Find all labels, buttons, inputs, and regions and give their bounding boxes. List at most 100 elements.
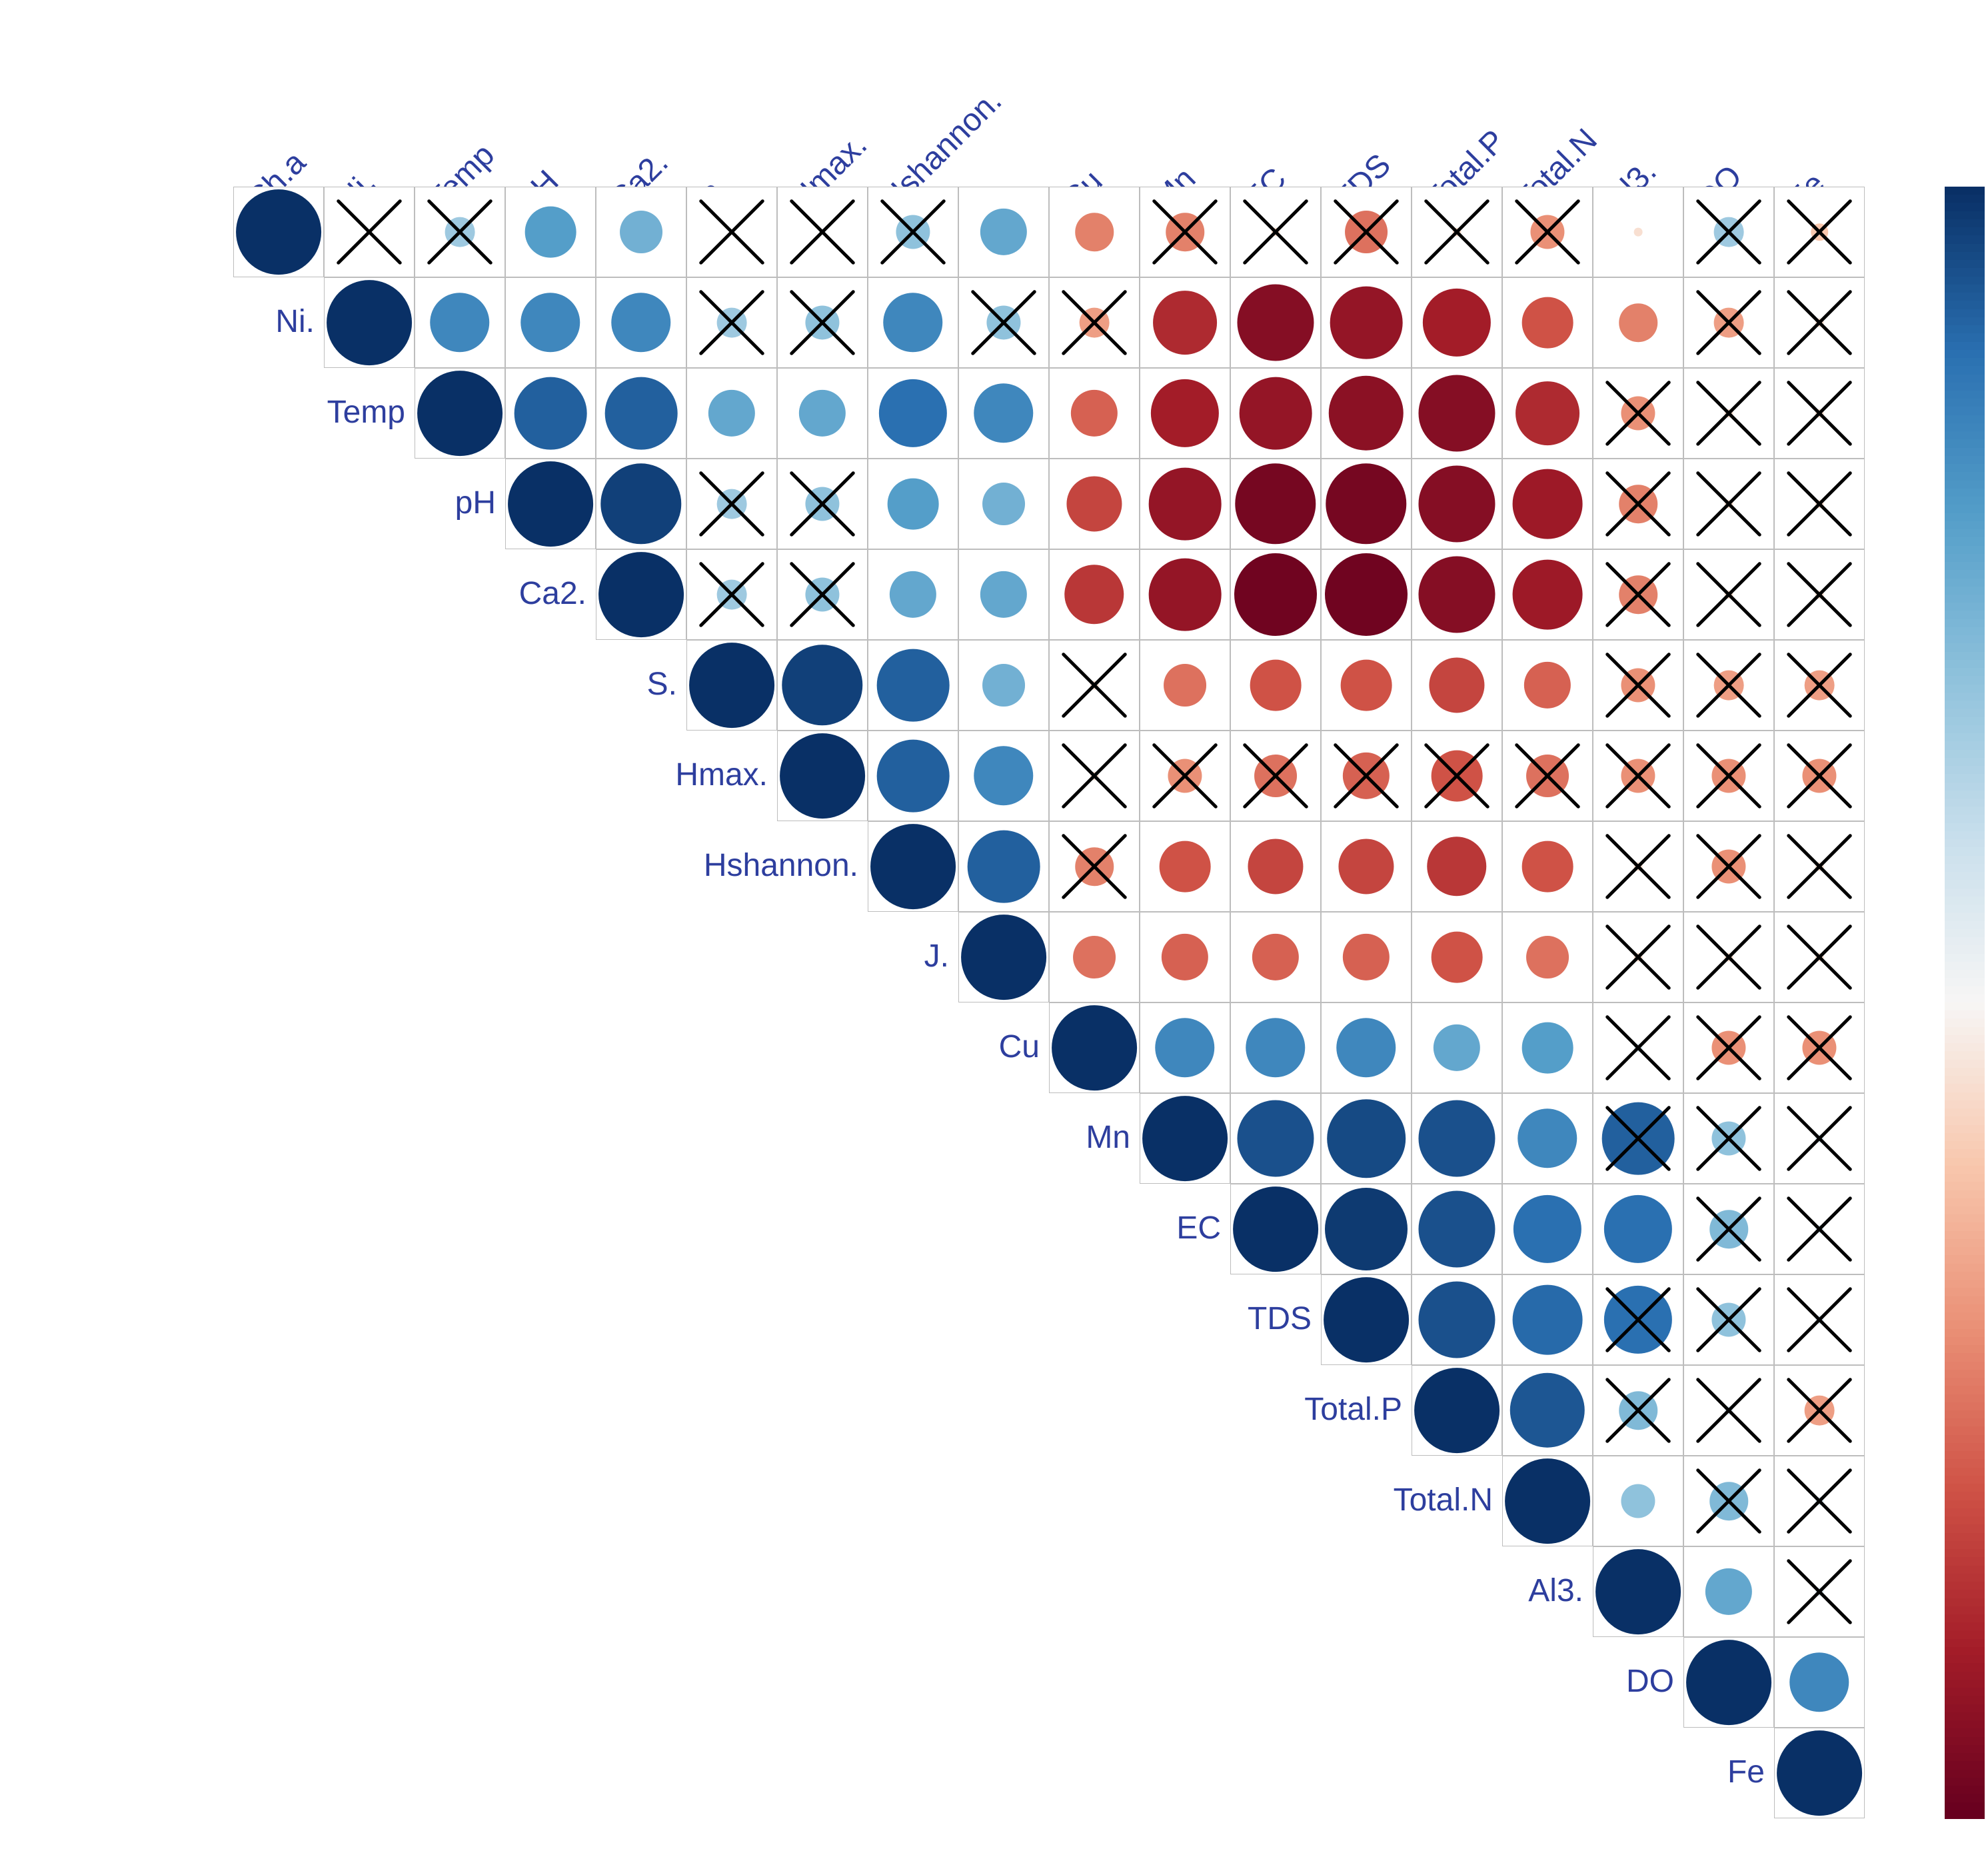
correlation-circle (888, 479, 939, 530)
legend-gradient-slice (1945, 1198, 1985, 1207)
correlation-circle (1164, 664, 1206, 707)
legend-gradient-slice (1945, 1182, 1985, 1190)
row-label: Al3. (27, 1572, 1583, 1609)
correlation-circle (1621, 668, 1655, 702)
legend-gradient-slice (1945, 1655, 1985, 1664)
legend-gradient-slice (1945, 1304, 1985, 1313)
legend-gradient-slice (1945, 856, 1985, 865)
legend-gradient-slice (1945, 668, 1985, 677)
correlation-circle (1725, 500, 1733, 509)
legend-gradient-slice (1945, 986, 1985, 995)
legend-gradient-slice (1945, 693, 1985, 701)
legend-gradient-slice (1945, 1002, 1985, 1011)
legend-gradient-slice (1945, 791, 1985, 799)
correlation-plot: Ch.aNi.TemppHCa2.S.Hmax.Hshannon.J.CuMnE… (27, 27, 1988, 1845)
legend-gradient-slice (1945, 1264, 1985, 1272)
legend-gradient-slice (1945, 252, 1985, 261)
correlation-circle (1418, 375, 1495, 451)
legend-gradient-slice (1945, 978, 1985, 986)
legend-gradient-slice (1945, 1060, 1985, 1068)
correlation-circle (1711, 1302, 1745, 1336)
correlation-circle (1526, 936, 1569, 978)
legend-gradient-slice (1945, 1100, 1985, 1109)
correlation-circle (1338, 839, 1394, 894)
legend-gradient-slice (1945, 1084, 1985, 1092)
legend-gradient-slice (1945, 1410, 1985, 1419)
correlation-circle (1166, 213, 1204, 251)
correlation-circle (1505, 1458, 1590, 1544)
correlation-circle (890, 571, 936, 618)
correlation-circle (1621, 759, 1655, 793)
legend-gradient-slice (1945, 970, 1985, 978)
legend-gradient-slice (1945, 1549, 1985, 1558)
legend-gradient-slice (1945, 1508, 1985, 1517)
legend-gradient-slice (1945, 1043, 1985, 1052)
correlation-circle (968, 831, 1040, 903)
correlation-circle (1248, 839, 1303, 894)
legend-gradient-slice (1945, 1516, 1985, 1525)
legend-gradient-slice (1945, 1459, 1985, 1468)
correlation-circle (1418, 1100, 1495, 1176)
legend-gradient-slice (1945, 660, 1985, 669)
legend-gradient-slice (1945, 1639, 1985, 1648)
legend-gradient-slice (1945, 391, 1985, 399)
correlation-circle (1080, 308, 1110, 338)
correlation-circle (1513, 1195, 1581, 1263)
legend-gradient-slice (1945, 929, 1985, 938)
correlation-circle (1515, 381, 1579, 445)
correlation-circle (1418, 556, 1495, 633)
correlation-circle (1522, 841, 1573, 893)
legend-gradient-slice (1945, 1484, 1985, 1492)
legend-gradient-slice (1945, 1622, 1985, 1631)
legend-gradient-slice (1945, 619, 1985, 628)
legend-gradient-slice (1945, 1206, 1985, 1215)
legend-gradient-slice (1945, 1076, 1985, 1084)
correlation-circle (1237, 284, 1314, 361)
correlation-circle (1634, 953, 1643, 962)
correlation-circle (598, 552, 684, 637)
correlation-circle (717, 580, 747, 610)
legend-gradient-slice (1945, 1606, 1985, 1615)
correlation-circle (1250, 660, 1302, 711)
legend-gradient-slice (1945, 333, 1985, 342)
legend-gradient-slice (1945, 717, 1985, 726)
row-label: Mn (27, 1119, 1130, 1156)
correlation-circle (1711, 1121, 1745, 1155)
correlation-circle (1254, 755, 1297, 797)
legend-gradient-slice (1945, 489, 1985, 497)
correlation-circle (1815, 1588, 1824, 1596)
legend-gradient-slice (1945, 937, 1985, 946)
legend-gradient-slice (1945, 285, 1985, 293)
correlation-circle (1815, 409, 1824, 418)
legend-gradient-slice (1945, 366, 1985, 375)
legend-gradient-slice (1945, 766, 1985, 775)
correlation-circle (1802, 1030, 1836, 1064)
legend-gradient-slice (1945, 1598, 1985, 1607)
correlation-circle (877, 740, 950, 813)
legend-gradient-slice (1945, 1786, 1985, 1794)
correlation-circle (1272, 228, 1280, 237)
correlation-circle (1595, 1549, 1681, 1634)
legend-gradient-slice (1945, 1468, 1985, 1476)
legend-gradient-slice (1945, 537, 1985, 546)
legend-gradient-slice (1945, 1362, 1985, 1370)
legend-gradient-slice (1945, 423, 1985, 432)
correlation-circle (445, 217, 475, 247)
correlation-circle (1160, 841, 1211, 893)
legend-gradient-slice (1945, 1492, 1985, 1500)
correlation-circle (620, 211, 662, 253)
correlation-circle (896, 215, 930, 249)
correlation-circle (1526, 755, 1569, 797)
correlation-circle (1513, 469, 1583, 539)
legend-gradient-slice (1945, 439, 1985, 448)
legend-gradient-slice (1945, 1280, 1985, 1288)
correlation-circle (1725, 953, 1733, 962)
legend-gradient-slice (1945, 603, 1985, 611)
legend-gradient-slice (1945, 627, 1985, 636)
legend-gradient-slice (1945, 994, 1985, 1003)
correlation-circle (1341, 660, 1392, 711)
legend-gradient-slice (1945, 847, 1985, 856)
legend-gradient-slice (1945, 1133, 1985, 1142)
legend-gradient-slice (1945, 595, 1985, 603)
correlation-circle (1709, 1210, 1748, 1248)
